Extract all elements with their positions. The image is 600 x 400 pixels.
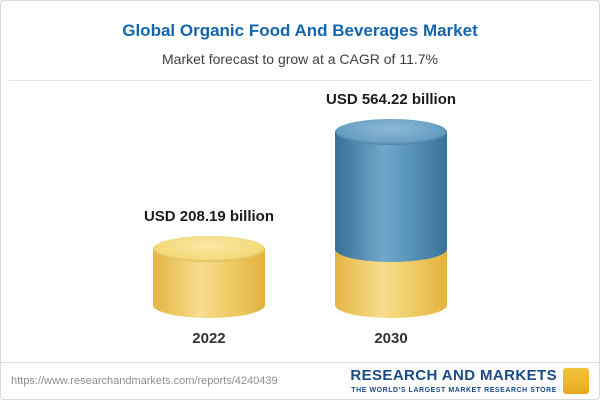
logo-gold-mark-icon: [563, 368, 589, 394]
bar-2022-value-label: USD 208.19 billion: [143, 208, 274, 225]
report-url[interactable]: https://www.researchandmarkets.com/repor…: [11, 375, 278, 387]
chart-plot-area: USD 208.19 billion 2022 USD 564.22 billi…: [1, 91, 599, 347]
bar-2022-cap: [152, 236, 265, 262]
chart-title: Global Organic Food And Beverages Market: [122, 21, 478, 40]
footer: https://www.researchandmarkets.com/repor…: [1, 362, 599, 399]
chart-header: Global Organic Food And Beverages Market…: [1, 1, 599, 81]
logo-tagline: THE WORLD'S LARGEST MARKET RESEARCH STOR…: [351, 386, 557, 394]
bar-2030-cylinder: [335, 119, 448, 318]
bar-2030-cap: [335, 119, 448, 145]
logo-name: RESEARCH AND MARKETS: [350, 367, 557, 385]
header-divider: [9, 80, 591, 81]
bar-2022-category-label: 2022: [192, 330, 226, 347]
bar-2022-cylinder: [152, 236, 265, 318]
research-and-markets-logo[interactable]: RESEARCH AND MARKETS THE WORLD'S LARGEST…: [350, 368, 589, 394]
bar-group-2022: USD 208.19 billion 2022: [144, 208, 274, 347]
bar-2030-value-label: USD 564.22 billion: [326, 91, 457, 108]
logo-text: RESEARCH AND MARKETS THE WORLD'S LARGEST…: [350, 368, 557, 394]
chart-subtitle: Market forecast to grow at a CAGR of 11.…: [162, 51, 438, 67]
bar-group-2030: USD 564.22 billion 2030: [326, 91, 456, 347]
bar-2030-category-label: 2030: [374, 330, 408, 347]
bar-2030-top-segment: [335, 132, 448, 262]
